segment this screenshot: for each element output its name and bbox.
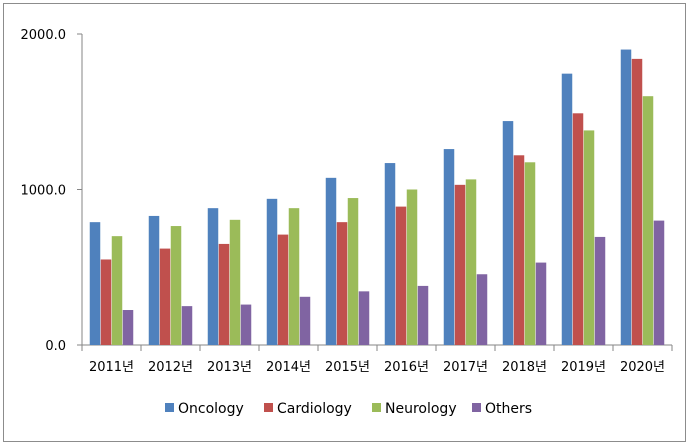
legend-swatch-cardiology xyxy=(264,403,273,412)
bar-oncology-4 xyxy=(266,198,278,345)
bar-cardiology-2 xyxy=(159,248,171,345)
bar-neurology-4 xyxy=(288,208,300,345)
legend-swatch-neurology xyxy=(372,403,381,412)
bar-neurology-8 xyxy=(524,162,536,345)
bar-others-4 xyxy=(299,296,311,345)
bar-oncology-9 xyxy=(561,73,573,345)
bar-cardiology-10 xyxy=(631,58,643,345)
bar-others-2 xyxy=(181,306,193,345)
bar-cardiology-3 xyxy=(218,243,230,345)
bar-neurology-9 xyxy=(583,130,595,345)
x-tick-label: 2015년 xyxy=(325,360,370,375)
x-tick-label: 2017년 xyxy=(443,360,488,375)
bar-neurology-7 xyxy=(465,179,477,345)
bar-others-3 xyxy=(240,304,252,345)
bar-cardiology-8 xyxy=(513,155,525,345)
bar-neurology-1 xyxy=(111,236,123,345)
legend-label-oncology: Oncology xyxy=(178,401,244,417)
bar-others-9 xyxy=(594,236,606,345)
bar-oncology-10 xyxy=(620,49,632,346)
bar-oncology-6 xyxy=(384,163,396,345)
legend-swatch-oncology xyxy=(165,403,174,412)
axis-labels: 0.0 1000.0 2000.0 2011년 2012년 2013년 2014년 2015년… xyxy=(21,28,666,375)
bar-cardiology-5 xyxy=(336,222,348,345)
bar-neurology-10 xyxy=(642,96,654,345)
x-tick-label: 2016년 xyxy=(384,360,429,375)
bar-others-6 xyxy=(417,285,429,345)
legend-swatch-others xyxy=(472,403,481,412)
bar-others-10 xyxy=(653,220,665,345)
y-tick-label: 0.0 xyxy=(45,339,66,354)
bar-cardiology-1 xyxy=(100,259,112,345)
bar-cardiology-6 xyxy=(395,206,407,345)
bars xyxy=(89,49,665,346)
y-tick-label: 1000.0 xyxy=(21,184,67,199)
legend: Oncology Cardiology Neurology Others xyxy=(165,401,532,417)
bar-others-1 xyxy=(122,310,134,345)
bar-cardiology-9 xyxy=(572,113,584,346)
bar-oncology-1 xyxy=(89,222,101,345)
x-tick-label: 2020년 xyxy=(620,360,665,375)
legend-label-others: Others xyxy=(485,401,532,417)
bar-others-7 xyxy=(476,274,488,345)
x-tick-label: 2019년 xyxy=(561,360,606,375)
bar-cardiology-7 xyxy=(454,184,466,345)
bar-neurology-3 xyxy=(229,219,241,345)
bar-neurology-6 xyxy=(406,189,418,345)
bar-oncology-3 xyxy=(207,208,219,345)
x-tick-label: 2011년 xyxy=(89,360,134,375)
legend-label-neurology: Neurology xyxy=(385,401,457,417)
bar-oncology-8 xyxy=(502,121,514,345)
x-tick-label: 2012년 xyxy=(148,360,193,375)
bar-neurology-2 xyxy=(170,226,182,345)
bar-oncology-2 xyxy=(148,215,160,345)
x-tick-label: 2013년 xyxy=(207,360,252,375)
bar-neurology-5 xyxy=(347,198,359,345)
bar-oncology-5 xyxy=(325,177,337,345)
x-tick-label: 2014년 xyxy=(266,360,311,375)
bar-cardiology-4 xyxy=(277,234,289,345)
bar-oncology-7 xyxy=(443,149,455,345)
bar-others-5 xyxy=(358,291,370,345)
bar-others-8 xyxy=(535,262,547,345)
y-tick-label: 2000.0 xyxy=(21,28,67,43)
legend-label-cardiology: Cardiology xyxy=(277,401,352,417)
x-tick-label: 2018년 xyxy=(502,360,547,375)
